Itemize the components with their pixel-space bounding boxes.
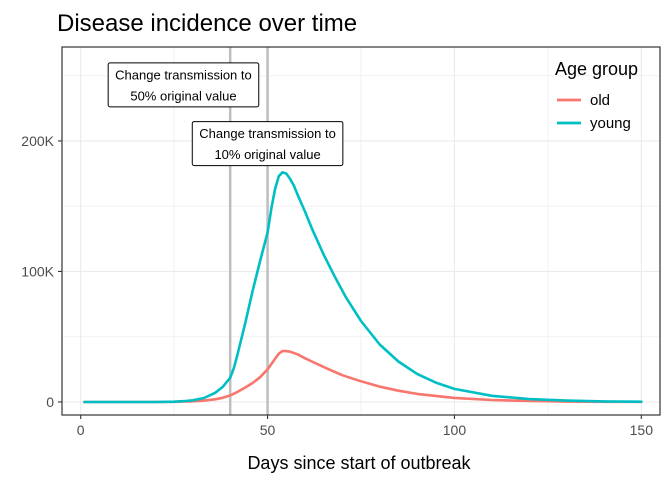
annotation-box [107,62,260,108]
y-tick-label: 100K [21,263,54,279]
series-line-old [83,349,643,404]
series-lines [83,171,643,404]
legend-label-young: young [590,115,631,132]
annotations: Change transmission to 50% original value… [107,62,344,167]
x-tick-label: 150 [630,422,654,438]
x-tick-label: 0 [77,422,85,438]
annotation-text: 10% original value [214,147,320,162]
y-tick-label: 200K [21,133,54,149]
x-axis: 0 50 100 150 [77,415,653,438]
y-axis: 0 100K 200K [21,133,62,410]
legend-title: Age group [555,59,638,79]
annotation-text: 50% original value [130,88,236,103]
annotation-box [191,121,344,167]
panel-border-rect [61,46,661,416]
series-line-young [83,171,643,404]
y-tick-label: 0 [46,394,54,410]
annotation-text: Change transmission to [115,67,252,82]
plot-border [61,46,661,416]
legend-label-old: old [590,92,610,109]
legend: Age group old young [555,59,638,132]
annotation-label: Change transmission to 50% original value [107,62,260,108]
annotation-label: Change transmission to 10% original value [191,121,344,167]
x-tick-label: 100 [443,422,467,438]
x-axis-title: Days since start of outbreak [247,453,471,473]
x-tick-label: 50 [260,422,276,438]
annotation-text: Change transmission to [199,126,336,141]
grid-minor [62,47,660,415]
chart-title: Disease incidence over time [57,10,357,37]
